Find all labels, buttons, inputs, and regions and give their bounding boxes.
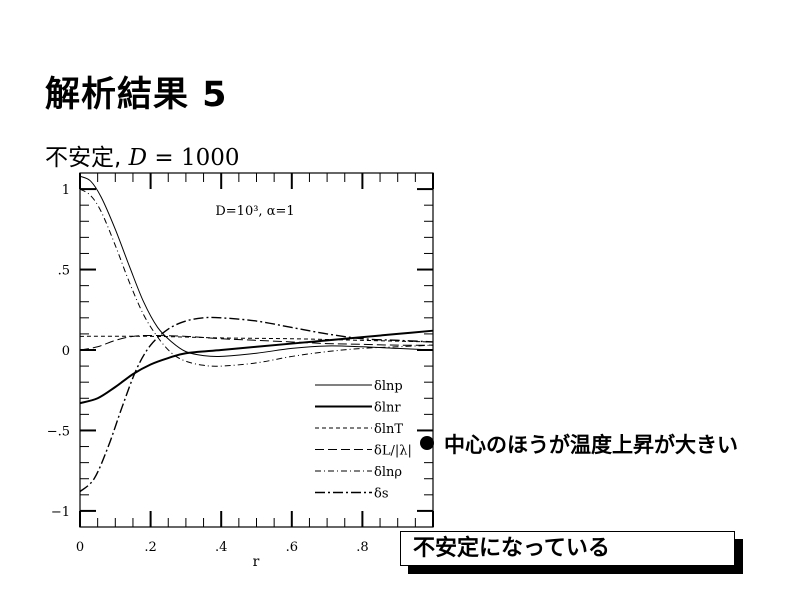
x-tick-label: .8 xyxy=(356,540,368,555)
subtitle-math-rest: = 1000 xyxy=(154,145,240,171)
slide-subtitle: 不安定, D = 1000 xyxy=(45,138,240,172)
x-tick-label: .4 xyxy=(215,540,227,555)
boxed-note: 不安定になっている xyxy=(400,531,735,566)
bullet-text: 中心のほうが温度上昇が大きい xyxy=(444,433,738,457)
legend-label: δlnρ xyxy=(374,465,402,480)
chart-legend: δlnp δlnr δlnT δL/|λ| δlnρ δs xyxy=(315,379,412,502)
chart-annotation: D=10³, α=1 xyxy=(215,204,294,219)
legend-label: δlnT xyxy=(374,422,403,437)
subtitle-math-var: D xyxy=(128,145,148,171)
legend-label: δlnr xyxy=(374,401,401,416)
x-axis-label: r xyxy=(253,554,260,570)
x-tick-label: .2 xyxy=(144,540,156,555)
y-tick-label: .5 xyxy=(58,264,70,279)
series-line-5 xyxy=(79,316,434,493)
x-tick-label: .6 xyxy=(286,540,298,555)
bullet-dot-icon xyxy=(420,436,434,450)
y-tick-label: 0 xyxy=(62,344,70,359)
legend-label: δlnp xyxy=(374,379,403,394)
y-tick-label: −.5 xyxy=(47,424,70,439)
y-tick-label: −1 xyxy=(51,505,70,520)
slide-title: 解析結果 5 xyxy=(45,75,228,115)
chart-lines xyxy=(79,175,434,493)
series-line-2 xyxy=(79,335,434,343)
series-line-0 xyxy=(79,175,434,358)
x-tick-label: 0 xyxy=(76,540,84,555)
series-line-3 xyxy=(79,335,434,351)
bullet-point: 中心のほうが温度上昇が大きい xyxy=(420,428,760,462)
subtitle-prefix: 不安定, xyxy=(45,145,122,171)
series-line-4 xyxy=(79,188,434,367)
legend-label: δL/|λ| xyxy=(374,444,412,459)
series-line-1 xyxy=(79,329,434,405)
legend-label: δs xyxy=(374,487,389,502)
y-tick-label: 1 xyxy=(62,183,70,198)
